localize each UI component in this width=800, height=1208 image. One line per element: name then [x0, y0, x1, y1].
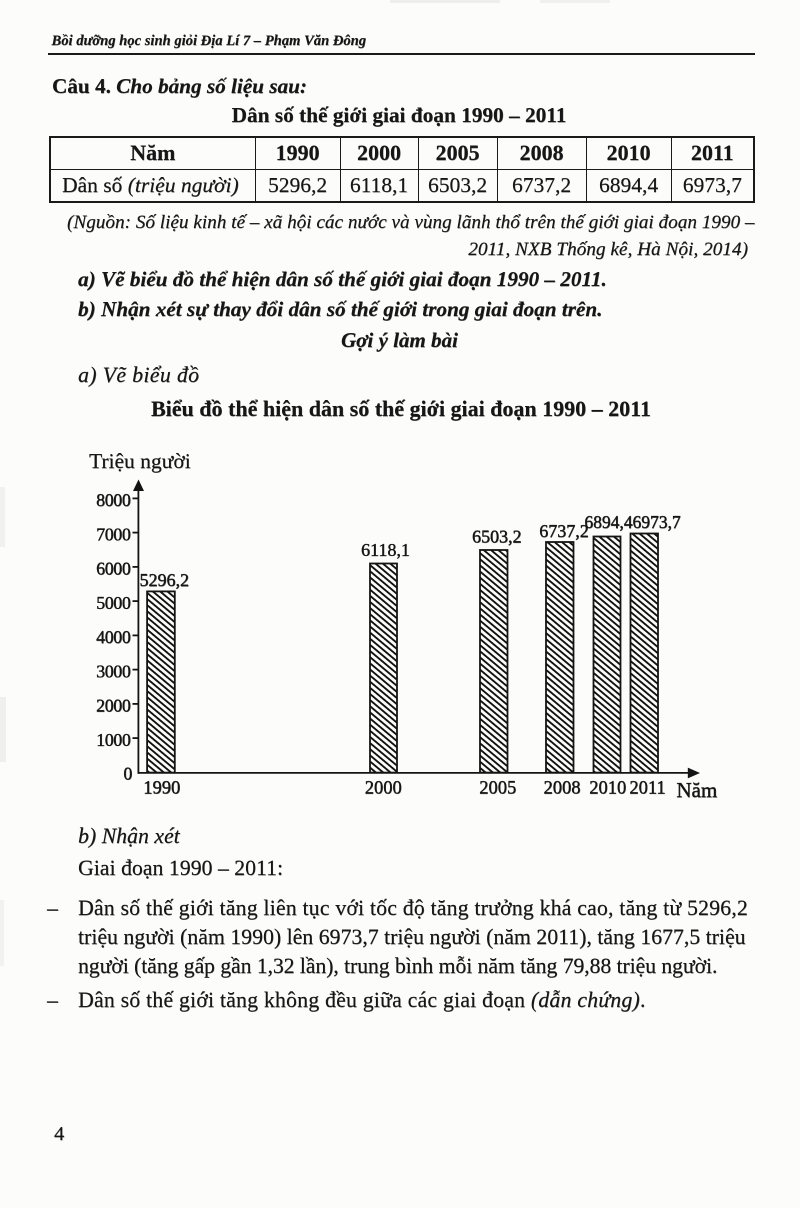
svg-text:4000: 4000 [96, 627, 131, 647]
svg-text:1000: 1000 [96, 730, 131, 750]
svg-text:2008: 2008 [544, 779, 581, 799]
svg-text:2000: 2000 [365, 779, 402, 799]
svg-text:8000: 8000 [96, 490, 131, 510]
svg-text:2000: 2000 [96, 696, 131, 716]
svg-text:5000: 5000 [96, 593, 131, 613]
svg-text:5296,2: 5296,2 [140, 570, 190, 590]
svg-text:2005: 2005 [479, 779, 516, 799]
svg-text:6118,1: 6118,1 [361, 540, 410, 560]
svg-text:2010: 2010 [589, 779, 626, 799]
svg-text:0: 0 [123, 764, 132, 784]
svg-text:7000: 7000 [96, 524, 131, 544]
svg-text:6737,2: 6737,2 [539, 521, 589, 541]
svg-text:6503,2: 6503,2 [472, 527, 522, 547]
svg-text:2011: 2011 [629, 779, 665, 799]
svg-text:6000: 6000 [96, 559, 131, 579]
svg-text:Năm: Năm [676, 778, 717, 802]
svg-text:1990: 1990 [143, 779, 180, 799]
svg-text:3000: 3000 [96, 661, 131, 681]
svg-text:6894,46973,7: 6894,46973,7 [584, 512, 681, 532]
